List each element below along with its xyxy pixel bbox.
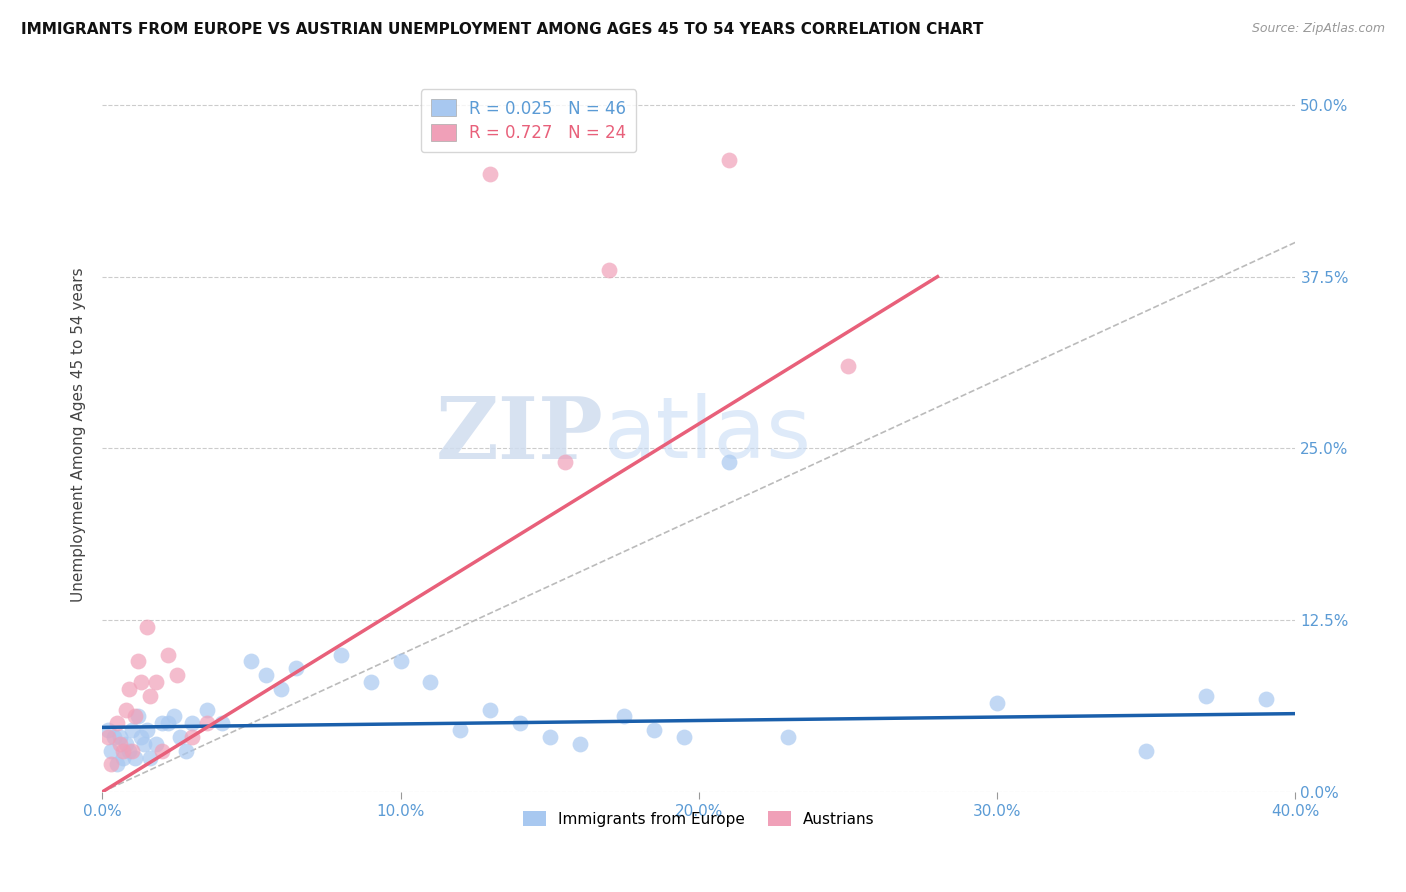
Point — [108, 730, 131, 744]
Point — [389, 655, 412, 669]
Point — [479, 167, 502, 181]
Point — [195, 716, 218, 731]
Point — [100, 757, 122, 772]
Point — [129, 675, 152, 690]
Text: IMMIGRANTS FROM EUROPE VS AUSTRIAN UNEMPLOYMENT AMONG AGES 45 TO 54 YEARS CORREL: IMMIGRANTS FROM EUROPE VS AUSTRIAN UNEMP… — [21, 22, 983, 37]
Point — [112, 750, 135, 764]
Point — [132, 737, 155, 751]
Text: Source: ZipAtlas.com: Source: ZipAtlas.com — [1251, 22, 1385, 36]
Point — [479, 702, 502, 716]
Point — [136, 723, 159, 738]
Point — [156, 716, 179, 731]
Point — [100, 744, 122, 758]
Point — [166, 668, 188, 682]
Point — [180, 716, 202, 731]
Point — [195, 702, 218, 716]
Text: atlas: atlas — [603, 393, 811, 476]
Point — [97, 730, 120, 744]
Point — [1254, 691, 1277, 706]
Point — [360, 675, 382, 690]
Point — [105, 757, 128, 772]
Point — [163, 709, 186, 723]
Point — [108, 737, 131, 751]
Point — [129, 730, 152, 744]
Point — [554, 455, 576, 469]
Point — [1135, 744, 1157, 758]
Point — [211, 716, 233, 731]
Point — [118, 744, 141, 758]
Point — [778, 730, 800, 744]
Y-axis label: Unemployment Among Ages 45 to 54 years: Unemployment Among Ages 45 to 54 years — [72, 268, 86, 602]
Point — [139, 750, 162, 764]
Point — [643, 723, 665, 738]
Point — [121, 723, 143, 738]
Point — [254, 668, 277, 682]
Text: ZIP: ZIP — [436, 392, 603, 476]
Point — [124, 709, 146, 723]
Point — [568, 737, 591, 751]
Point — [105, 716, 128, 731]
Point — [837, 359, 859, 373]
Point — [270, 681, 292, 696]
Legend: Immigrants from Europe, Austrians: Immigrants from Europe, Austrians — [516, 803, 883, 834]
Point — [672, 730, 695, 744]
Point — [285, 661, 308, 675]
Point — [717, 455, 740, 469]
Point — [329, 648, 352, 662]
Point — [124, 750, 146, 764]
Point — [449, 723, 471, 738]
Point — [1195, 689, 1218, 703]
Point — [169, 730, 191, 744]
Point — [150, 716, 173, 731]
Point — [180, 730, 202, 744]
Point — [419, 675, 441, 690]
Point — [115, 702, 138, 716]
Point — [127, 655, 149, 669]
Point — [97, 723, 120, 738]
Point — [127, 709, 149, 723]
Point — [121, 744, 143, 758]
Point — [115, 737, 138, 751]
Point — [156, 648, 179, 662]
Point — [598, 262, 620, 277]
Point — [103, 730, 125, 744]
Point — [174, 744, 197, 758]
Point — [145, 675, 167, 690]
Point — [613, 709, 636, 723]
Point — [986, 696, 1008, 710]
Point — [139, 689, 162, 703]
Point — [509, 716, 531, 731]
Point — [118, 681, 141, 696]
Point — [538, 730, 561, 744]
Point — [240, 655, 263, 669]
Point — [717, 153, 740, 167]
Point — [145, 737, 167, 751]
Point — [136, 620, 159, 634]
Point — [112, 744, 135, 758]
Point — [150, 744, 173, 758]
